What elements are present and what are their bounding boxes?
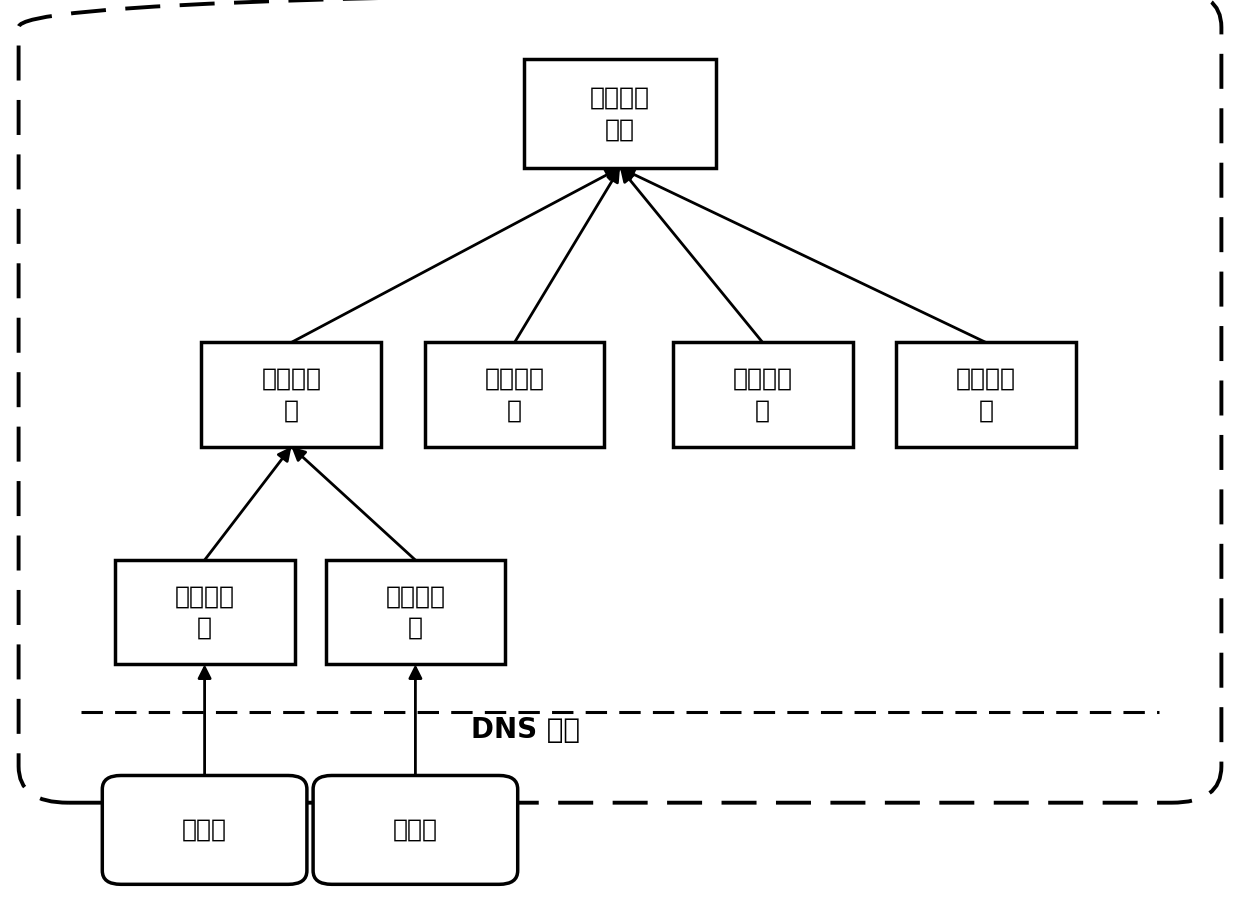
Text: 域名服务
器: 域名服务 器 [386,584,445,640]
Text: 根域名服
务器: 根域名服 务器 [590,85,650,141]
FancyBboxPatch shape [424,343,604,447]
Text: 域名服务
器: 域名服务 器 [733,366,792,423]
FancyBboxPatch shape [325,560,506,664]
Text: 客户端: 客户端 [393,818,438,842]
FancyBboxPatch shape [672,343,853,447]
FancyBboxPatch shape [895,343,1076,447]
FancyBboxPatch shape [201,343,382,447]
Text: 域名服务
器: 域名服务 器 [262,366,321,423]
FancyBboxPatch shape [115,560,295,664]
FancyBboxPatch shape [102,775,306,884]
Text: 客户端: 客户端 [182,818,227,842]
Text: 域名服务
器: 域名服务 器 [175,584,234,640]
FancyBboxPatch shape [312,775,517,884]
Text: 域名服务
器: 域名服务 器 [485,366,544,423]
Text: 域名服务
器: 域名服务 器 [956,366,1016,423]
FancyBboxPatch shape [523,59,717,168]
Text: DNS 查询: DNS 查询 [471,717,580,744]
